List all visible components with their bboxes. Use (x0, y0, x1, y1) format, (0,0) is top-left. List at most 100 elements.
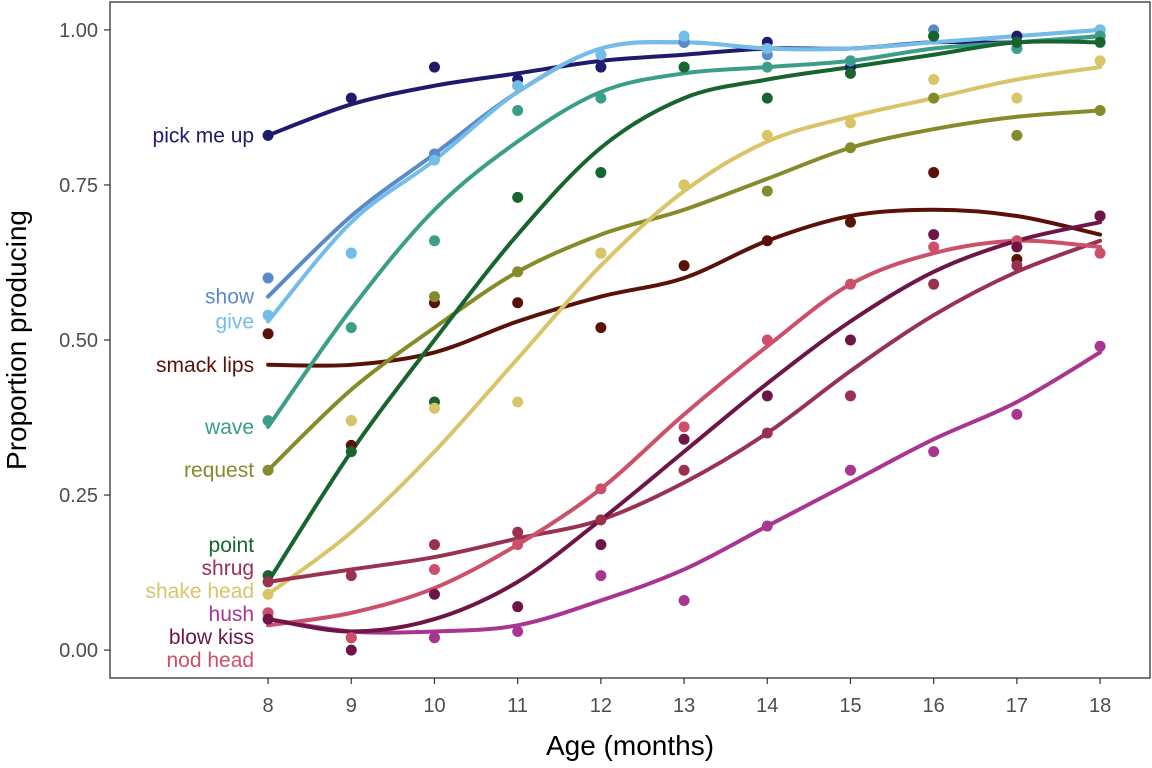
fit-line-shake-head (266, 65, 1103, 597)
series-label-shake-head: shake head (145, 580, 254, 603)
point-point (928, 30, 940, 42)
x-tick-label: 8 (263, 695, 274, 717)
point-nod-head (512, 539, 524, 551)
x-tick-label: 10 (423, 695, 445, 717)
point-shrug (844, 390, 856, 402)
point-hush (1011, 408, 1023, 420)
point-hush (844, 464, 856, 476)
point-request (512, 266, 524, 278)
point-shake-head (1094, 55, 1106, 67)
point-smack-lips (262, 328, 274, 340)
point-hush (512, 625, 524, 637)
point-wave (761, 61, 773, 73)
point-nod-head (678, 421, 690, 433)
point-shake-head (428, 402, 440, 414)
y-tick-label: 0.00 (59, 640, 98, 662)
point-request (1094, 105, 1106, 117)
point-hush (1094, 340, 1106, 352)
series-label-show: show (205, 286, 255, 309)
point-request (928, 92, 940, 104)
point-point (1094, 36, 1106, 48)
fit-line-shrug (266, 238, 1103, 584)
x-axis-title: Age (months) (546, 730, 714, 761)
x-tick-label: 9 (346, 695, 357, 717)
point-nod-head (761, 334, 773, 346)
point-give (428, 154, 440, 166)
point-smack-lips (512, 297, 524, 309)
point-hush (595, 570, 607, 582)
point-give (512, 80, 524, 92)
point-point (761, 92, 773, 104)
y-tick-label: 0.50 (59, 330, 98, 352)
point-wave (428, 235, 440, 247)
y-tick-label: 0.25 (59, 485, 98, 507)
point-shrug (428, 539, 440, 551)
point-pick-me-up (262, 129, 274, 141)
smooth-fit-lines (266, 27, 1103, 635)
point-blow-kiss (1094, 210, 1106, 222)
series-label-wave: wave (204, 416, 254, 439)
point-point (1011, 36, 1023, 48)
fit-line-smack-lips (266, 207, 1103, 368)
fit-line-blow-kiss (266, 220, 1103, 634)
point-point (512, 191, 524, 203)
point-shake-head (1011, 92, 1023, 104)
point-wave (345, 322, 357, 334)
fit-line-wave (266, 34, 1103, 429)
fit-line-point (266, 39, 1103, 584)
data-points (262, 24, 1106, 656)
point-blow-kiss (844, 334, 856, 346)
point-blow-kiss (678, 433, 690, 445)
point-blow-kiss (512, 601, 524, 613)
point-request (761, 185, 773, 197)
x-tick-label: 16 (923, 695, 945, 717)
point-hush (761, 520, 773, 532)
point-give (678, 30, 690, 42)
point-shrug (761, 427, 773, 439)
point-blow-kiss (928, 229, 940, 241)
point-shake-head (345, 415, 357, 427)
x-tick-label: 17 (1006, 695, 1028, 717)
point-nod-head (844, 278, 856, 290)
fit-line-nod-head (266, 238, 1103, 628)
fit-line-hush (266, 350, 1103, 635)
point-request (1011, 129, 1023, 141)
x-tick-label: 11 (507, 695, 528, 717)
point-smack-lips (928, 167, 940, 179)
point-nod-head (345, 632, 357, 644)
y-tick-label: 0.75 (59, 175, 98, 197)
point-shrug (678, 464, 690, 476)
point-wave (262, 415, 274, 427)
point-hush (678, 594, 690, 606)
point-nod-head (428, 563, 440, 575)
y-axis-title: Proportion producing (1, 210, 32, 470)
point-shake-head (761, 129, 773, 141)
x-tick-label: 13 (673, 695, 695, 717)
y-axis: 0.00 0.25 0.50 0.75 1.00 (59, 20, 110, 662)
point-shrug (262, 576, 274, 588)
point-blow-kiss (262, 613, 274, 625)
point-show (262, 272, 274, 284)
point-wave (844, 55, 856, 67)
point-request (844, 142, 856, 154)
series-label-blow-kiss: blow kiss (169, 626, 254, 649)
point-shrug (928, 278, 940, 290)
point-shake-head (928, 74, 940, 86)
point-shrug (345, 570, 357, 582)
point-request (262, 464, 274, 476)
series-label-smack-lips: smack lips (156, 354, 254, 377)
point-give (595, 49, 607, 61)
point-pick-me-up (345, 92, 357, 104)
point-hush (928, 446, 940, 458)
point-blow-kiss (1011, 241, 1023, 253)
fit-line-give (266, 27, 1103, 324)
point-smack-lips (595, 322, 607, 334)
series-label-nod-head: nod head (166, 649, 254, 672)
point-shake-head (512, 396, 524, 408)
point-shake-head (595, 247, 607, 259)
series-label-point: point (209, 534, 255, 557)
series-label-request: request (184, 459, 254, 482)
point-shrug (1011, 260, 1023, 272)
point-blow-kiss (345, 644, 357, 656)
